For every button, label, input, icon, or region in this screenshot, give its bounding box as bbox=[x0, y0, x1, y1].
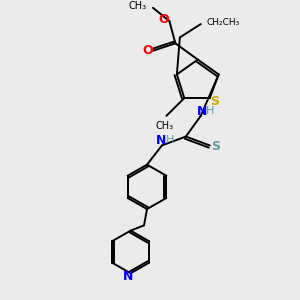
Text: N: N bbox=[156, 134, 166, 147]
Text: O: O bbox=[142, 44, 153, 57]
Text: N: N bbox=[196, 105, 207, 118]
Text: S: S bbox=[211, 94, 220, 107]
Text: N: N bbox=[122, 270, 133, 283]
Text: H: H bbox=[166, 135, 175, 145]
Text: CH₂CH₃: CH₂CH₃ bbox=[206, 18, 239, 27]
Text: S: S bbox=[211, 140, 220, 153]
Text: CH₃: CH₃ bbox=[156, 121, 174, 131]
Text: H: H bbox=[206, 106, 214, 116]
Text: O: O bbox=[159, 13, 169, 26]
Text: CH₃: CH₃ bbox=[129, 1, 147, 11]
